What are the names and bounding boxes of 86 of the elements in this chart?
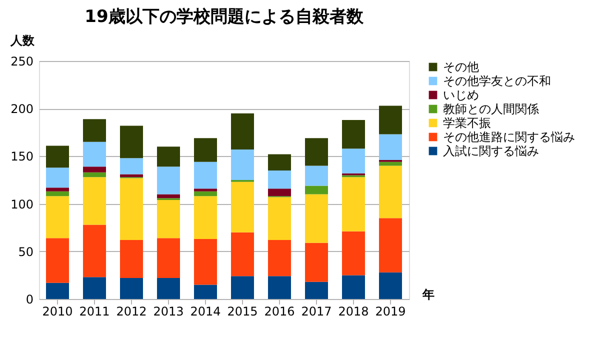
bar: [342, 231, 365, 276]
bar: [305, 282, 328, 299]
bar: [379, 272, 402, 299]
bar: [83, 177, 106, 225]
bar: [379, 134, 402, 160]
bar: [157, 146, 180, 167]
bar: [305, 138, 328, 166]
x-tick-label: 2013: [153, 304, 184, 318]
bar: [342, 120, 365, 149]
bar: [46, 168, 69, 188]
bar: [46, 282, 69, 299]
bar: [194, 284, 217, 299]
x-tick-label: 2015: [227, 304, 258, 318]
bar: [120, 158, 143, 174]
y-tick-label: 100: [10, 197, 34, 212]
y-tick-label: 250: [10, 54, 34, 68]
bar: [157, 238, 180, 278]
chart-title: 19歳以下の学校問題による自殺者数: [84, 7, 364, 27]
bar: [83, 119, 106, 142]
bar: [194, 196, 217, 240]
bar: [305, 242, 328, 282]
bar: [83, 166, 106, 172]
x-tick-label: 2016: [264, 304, 295, 318]
y-tick-label: 150: [10, 150, 34, 164]
legend-label: 教師との人間関係: [443, 102, 539, 116]
bar: [268, 154, 291, 170]
x-tick-label: 2014: [190, 304, 221, 318]
bar: [157, 166, 180, 194]
y-tick-label: 50: [18, 244, 34, 259]
bar: [83, 224, 106, 278]
bar: [342, 148, 365, 174]
bar: [194, 191, 217, 196]
bar: [46, 146, 69, 168]
legend-label: その他進路に関する悩み: [443, 130, 575, 144]
legend-label: 学業不振: [443, 116, 491, 130]
x-axis-title: 年: [422, 288, 434, 302]
bar: [379, 218, 402, 272]
bar: [231, 150, 254, 180]
bar: [194, 188, 217, 192]
bar: [46, 196, 69, 238]
bar: [157, 200, 180, 238]
x-tick-label: 2011: [79, 304, 110, 318]
bar: [46, 238, 69, 283]
y-axis-title: 人数: [10, 34, 36, 48]
bar: [379, 162, 402, 166]
bar: [231, 182, 254, 232]
bar: [231, 113, 254, 150]
bar: [83, 142, 106, 167]
y-tick-label: 0: [26, 292, 34, 306]
bar: [157, 278, 180, 299]
bar: [120, 178, 143, 240]
bar: [194, 162, 217, 189]
legend-label: その他学友との不和: [443, 74, 551, 88]
bar: [83, 172, 106, 178]
x-tick-label: 2010: [42, 304, 73, 318]
legend-label: その他: [443, 60, 479, 74]
y-tick-label: 200: [10, 102, 34, 116]
bar: [305, 166, 328, 186]
bar: [268, 240, 291, 276]
bar: [120, 278, 143, 299]
legend-label: 入試に関する悩み: [443, 144, 539, 158]
x-tick-label: 2018: [338, 304, 369, 318]
bar: [231, 232, 254, 276]
bar: [231, 276, 254, 299]
x-tick-label: 2012: [116, 304, 147, 318]
bar: [305, 186, 328, 194]
bar: [46, 188, 69, 192]
bar: [379, 106, 402, 134]
bar: [305, 194, 328, 243]
bar: [46, 191, 69, 196]
bar: [83, 277, 106, 299]
bar: [120, 126, 143, 158]
bar: [268, 197, 291, 240]
bar: [342, 177, 365, 232]
bar: [194, 138, 217, 162]
x-tick-label: 2017: [301, 304, 332, 318]
bar: [194, 239, 217, 285]
bar: [379, 166, 402, 218]
legend-label: いじめ: [443, 88, 479, 102]
bar: [342, 275, 365, 299]
bar: [268, 276, 291, 299]
bar: [268, 188, 291, 196]
bar: [268, 170, 291, 189]
bar: [157, 194, 180, 198]
bar: [120, 240, 143, 278]
x-tick-label: 2019: [375, 304, 406, 318]
